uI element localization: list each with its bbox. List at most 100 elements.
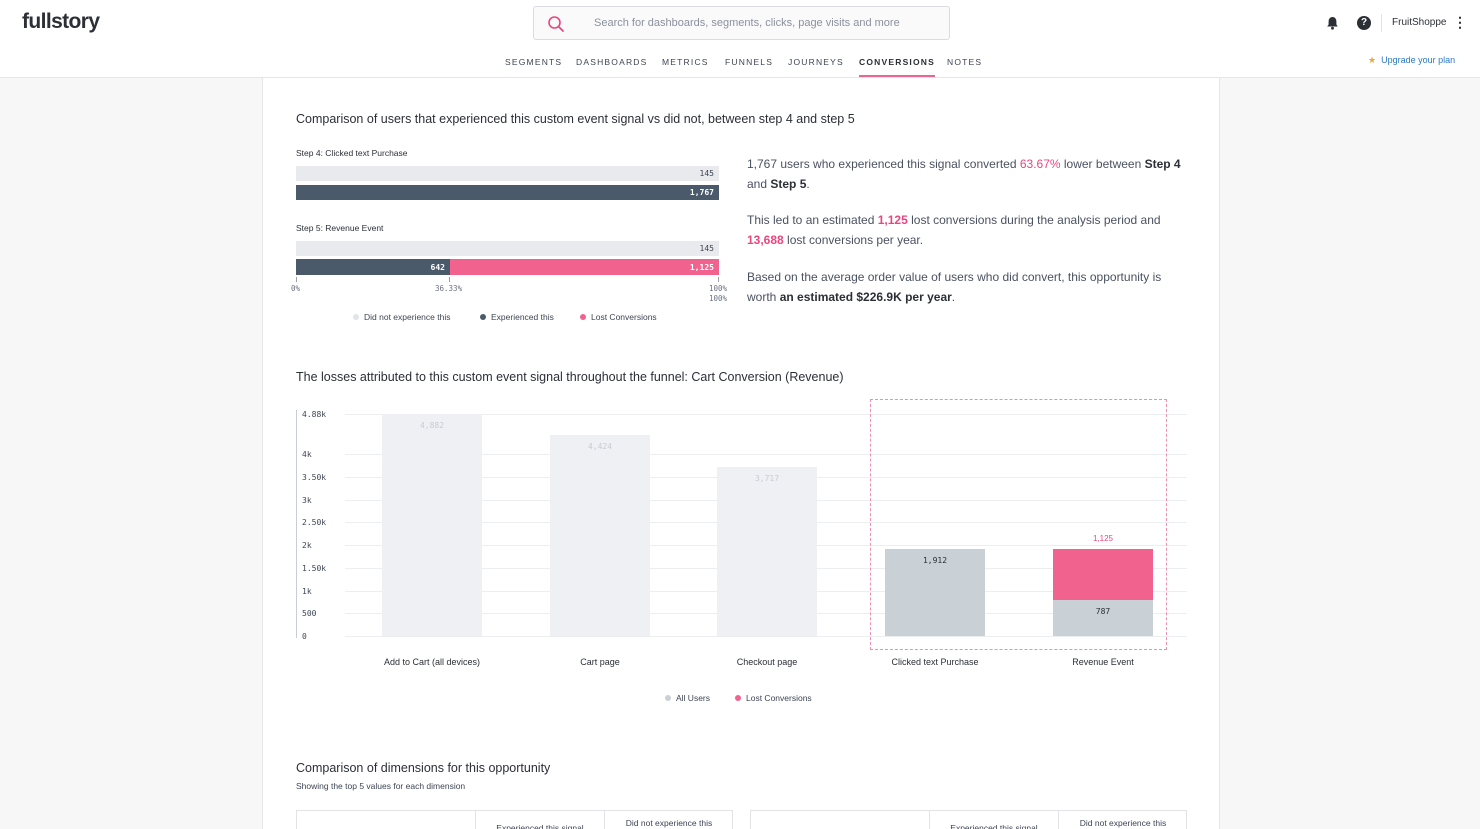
summary-text: and — [747, 177, 771, 191]
y-tick-label: 1k — [302, 587, 312, 596]
step5-experienced-bar: 642 — [296, 259, 450, 275]
axis-label-end-bottom: 100% — [709, 294, 728, 303]
lower-percent: 63.67% — [1019, 157, 1061, 171]
category-label: Clicked text Purchase — [891, 657, 979, 667]
bar-value-label: 4,882 — [419, 421, 445, 430]
lost-conversions-value: 1,125 — [877, 213, 908, 227]
gridline — [345, 454, 1187, 455]
dimension-table-right: Experienced this signal Did not experien… — [750, 810, 1187, 829]
comparison-title: Comparison of users that experienced thi… — [296, 112, 855, 126]
summary-text: Based on the average order value of user… — [747, 270, 1162, 284]
summary-text: lost conversions per year. — [783, 233, 924, 247]
lost-value-label: 1,125 — [1092, 534, 1114, 544]
bar-value-label: 1,912 — [922, 556, 948, 566]
summary-paragraph-1: 1,767 users who experienced this signal … — [747, 154, 1192, 194]
bar-all-users — [885, 549, 985, 636]
step4-did-not-value: 145 — [699, 169, 714, 178]
legend-lost-label: Lost Conversions — [591, 312, 657, 322]
y-tick-label: 500 — [302, 609, 317, 618]
summary-paragraph-2: This led to an estimated 1,125 lost conv… — [747, 210, 1192, 250]
category-label: Checkout page — [736, 657, 798, 667]
step5-ref: Step 5 — [770, 177, 807, 191]
summary-text: . — [806, 177, 810, 191]
step4-did-not-bar: 145 — [296, 166, 719, 181]
col-did-not: Did not experience this — [604, 811, 733, 829]
nav-segments[interactable]: SEGMENTS — [505, 57, 563, 67]
summary-paragraph-3: Based on the average order value of user… — [747, 267, 1192, 307]
axis-tick-start — [296, 277, 297, 282]
help-icon[interactable]: ? — [1357, 16, 1371, 30]
col-did-not: Did not experience this — [1058, 811, 1187, 829]
funnel-title: The losses attributed to this custom eve… — [296, 370, 844, 384]
category-label: Add to Cart (all devices) — [383, 657, 481, 667]
axis-tick-end — [718, 277, 719, 282]
step5-label: Step 5: Revenue Event — [296, 223, 384, 233]
axis-label-mid: 36.33% — [435, 284, 463, 293]
bar-value-label: 3,717 — [754, 473, 780, 483]
dimension-table-left: Experienced this signal Did not experien… — [296, 810, 733, 829]
nav-metrics[interactable]: METRICS — [662, 57, 709, 67]
step5-lost-bar: 1,125 — [450, 259, 719, 275]
y-axis-line — [296, 410, 297, 638]
bar-value-label: 787 — [1095, 607, 1111, 617]
lost-per-year-value: 13,688 — [747, 233, 784, 247]
step4-experienced-value: 1,767 — [689, 188, 714, 197]
nav-funnels[interactable]: FUNNELS — [725, 57, 774, 67]
legend-dot-lost-funnel — [735, 695, 741, 701]
nav-notes[interactable]: NOTES — [947, 57, 983, 67]
summary-text: . — [951, 290, 956, 304]
y-tick-label: 4.88k — [302, 410, 327, 419]
y-tick-label: 2.50k — [302, 518, 327, 527]
org-name[interactable]: FruitShoppe — [1392, 17, 1447, 28]
bar-lost-conversions — [1053, 549, 1153, 601]
summary-text: lost conversions during the analysis per… — [907, 213, 1161, 227]
legend-dot-did-not — [353, 314, 359, 320]
step5-did-not-bar: 145 — [296, 241, 719, 256]
opportunity-value: an estimated $226.9K per year — [779, 290, 952, 304]
gridline — [345, 636, 1187, 637]
legend-all-users-label: All Users — [676, 693, 711, 703]
bar-all-users — [550, 434, 650, 636]
y-tick-label: 0 — [302, 632, 307, 641]
y-tick-label: 2k — [302, 541, 312, 550]
col-experienced: Experienced this signal — [929, 811, 1058, 829]
step5-lost-value: 1,125 — [689, 263, 714, 272]
summary-text: lower between — [1060, 157, 1145, 171]
dimensions-title: Comparison of dimensions for this opport… — [296, 761, 551, 775]
summary-text: 1,767 users who experienced this signal … — [747, 157, 1020, 171]
summary-text: worth — [747, 290, 780, 304]
bell-icon[interactable] — [1326, 16, 1339, 30]
step5-experienced-value: 642 — [430, 263, 445, 272]
star-icon: ★ — [1368, 55, 1377, 65]
legend-lost: Lost Conversions — [580, 312, 657, 322]
more-menu-icon[interactable]: ⋮ — [1453, 14, 1467, 30]
axis-tick-mid — [449, 277, 450, 282]
gridline — [345, 414, 1187, 415]
legend-did-not: Did not experience this — [353, 312, 450, 322]
legend-experienced: Experienced this — [480, 312, 554, 322]
legend-dot-experienced — [480, 314, 486, 320]
step4-label: Step 4: Clicked text Purchase — [296, 148, 408, 158]
search-box[interactable] — [533, 6, 950, 40]
upgrade-plan-link[interactable]: ★ Upgrade your plan — [1368, 55, 1455, 66]
bar-value-label: 4,424 — [587, 441, 613, 451]
fullstory-logo[interactable]: fullstory — [22, 10, 100, 33]
bar-all-users — [717, 466, 817, 636]
funnel-legend-lost: Lost Conversions — [735, 693, 812, 703]
legend-dot-all-users — [665, 695, 671, 701]
funnel-legend-all-users: All Users — [665, 693, 710, 703]
legend-experienced-label: Experienced this — [491, 312, 554, 322]
step5-did-not-value: 145 — [699, 244, 714, 253]
bar-all-users — [1053, 600, 1153, 636]
top-bar: fullstory ? FruitShoppe ⋮ SEGMENTS DASHB… — [0, 0, 1480, 78]
category-label: Revenue Event — [1072, 657, 1134, 667]
legend-lost-funnel-label: Lost Conversions — [746, 693, 812, 703]
axis-label-end-top: 100% — [709, 284, 728, 293]
nav-conversions[interactable]: CONVERSIONS — [859, 57, 936, 77]
search-input[interactable] — [594, 14, 934, 32]
summary-text: This led to an estimated — [747, 213, 878, 227]
nav-dashboards[interactable]: DASHBOARDS — [576, 57, 648, 67]
legend-dot-lost — [580, 314, 586, 320]
nav-journeys[interactable]: JOURNEYS — [788, 57, 844, 67]
legend-did-not-label: Did not experience this — [364, 312, 451, 322]
